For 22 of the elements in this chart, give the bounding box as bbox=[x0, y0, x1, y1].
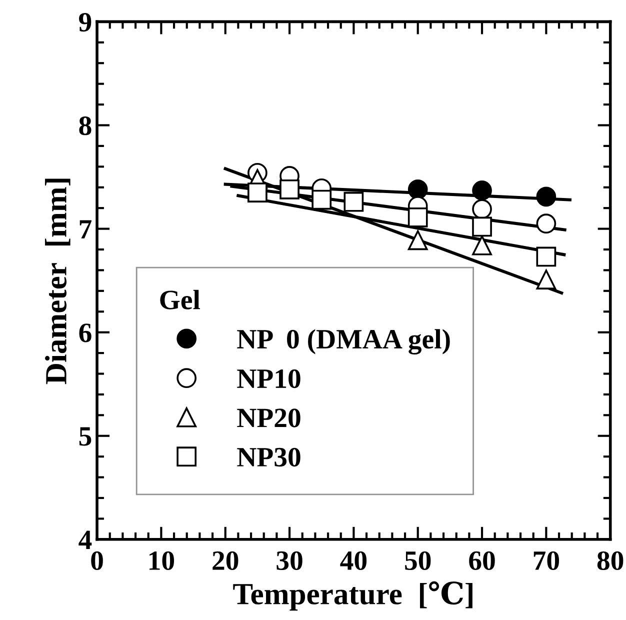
legend-label: NP 0 (DMAA gel) bbox=[237, 329, 450, 354]
y-tick-label: 5 bbox=[79, 427, 92, 446]
x-tick-label: 70 bbox=[534, 551, 560, 570]
x-tick-label: 20 bbox=[212, 551, 238, 570]
legend-label: NP10 bbox=[237, 369, 300, 388]
legend-label: NP20 bbox=[237, 408, 300, 428]
x-tick-label: 10 bbox=[150, 551, 174, 570]
y-tick-label: 6 bbox=[79, 324, 92, 342]
x-axis-title: Temperature [℃] bbox=[233, 581, 472, 611]
y-tick-label: 8 bbox=[79, 116, 92, 136]
x-tick-label: 0 bbox=[91, 551, 103, 570]
y-tick-label: 7 bbox=[80, 220, 92, 238]
x-tick-label: 40 bbox=[340, 551, 367, 570]
y-tick-label: 9 bbox=[79, 12, 92, 32]
x-tick-label: 60 bbox=[469, 551, 495, 570]
y-tick-label: 4 bbox=[78, 530, 92, 550]
x-tick-label: 50 bbox=[405, 551, 431, 570]
x-tick-label: 30 bbox=[276, 551, 302, 570]
legend-title: Gel bbox=[160, 290, 200, 310]
legend-label: NP30 bbox=[237, 448, 300, 467]
y-axis-title: Diameter [mm] bbox=[45, 178, 70, 384]
x-tick-label: 80 bbox=[597, 551, 624, 570]
